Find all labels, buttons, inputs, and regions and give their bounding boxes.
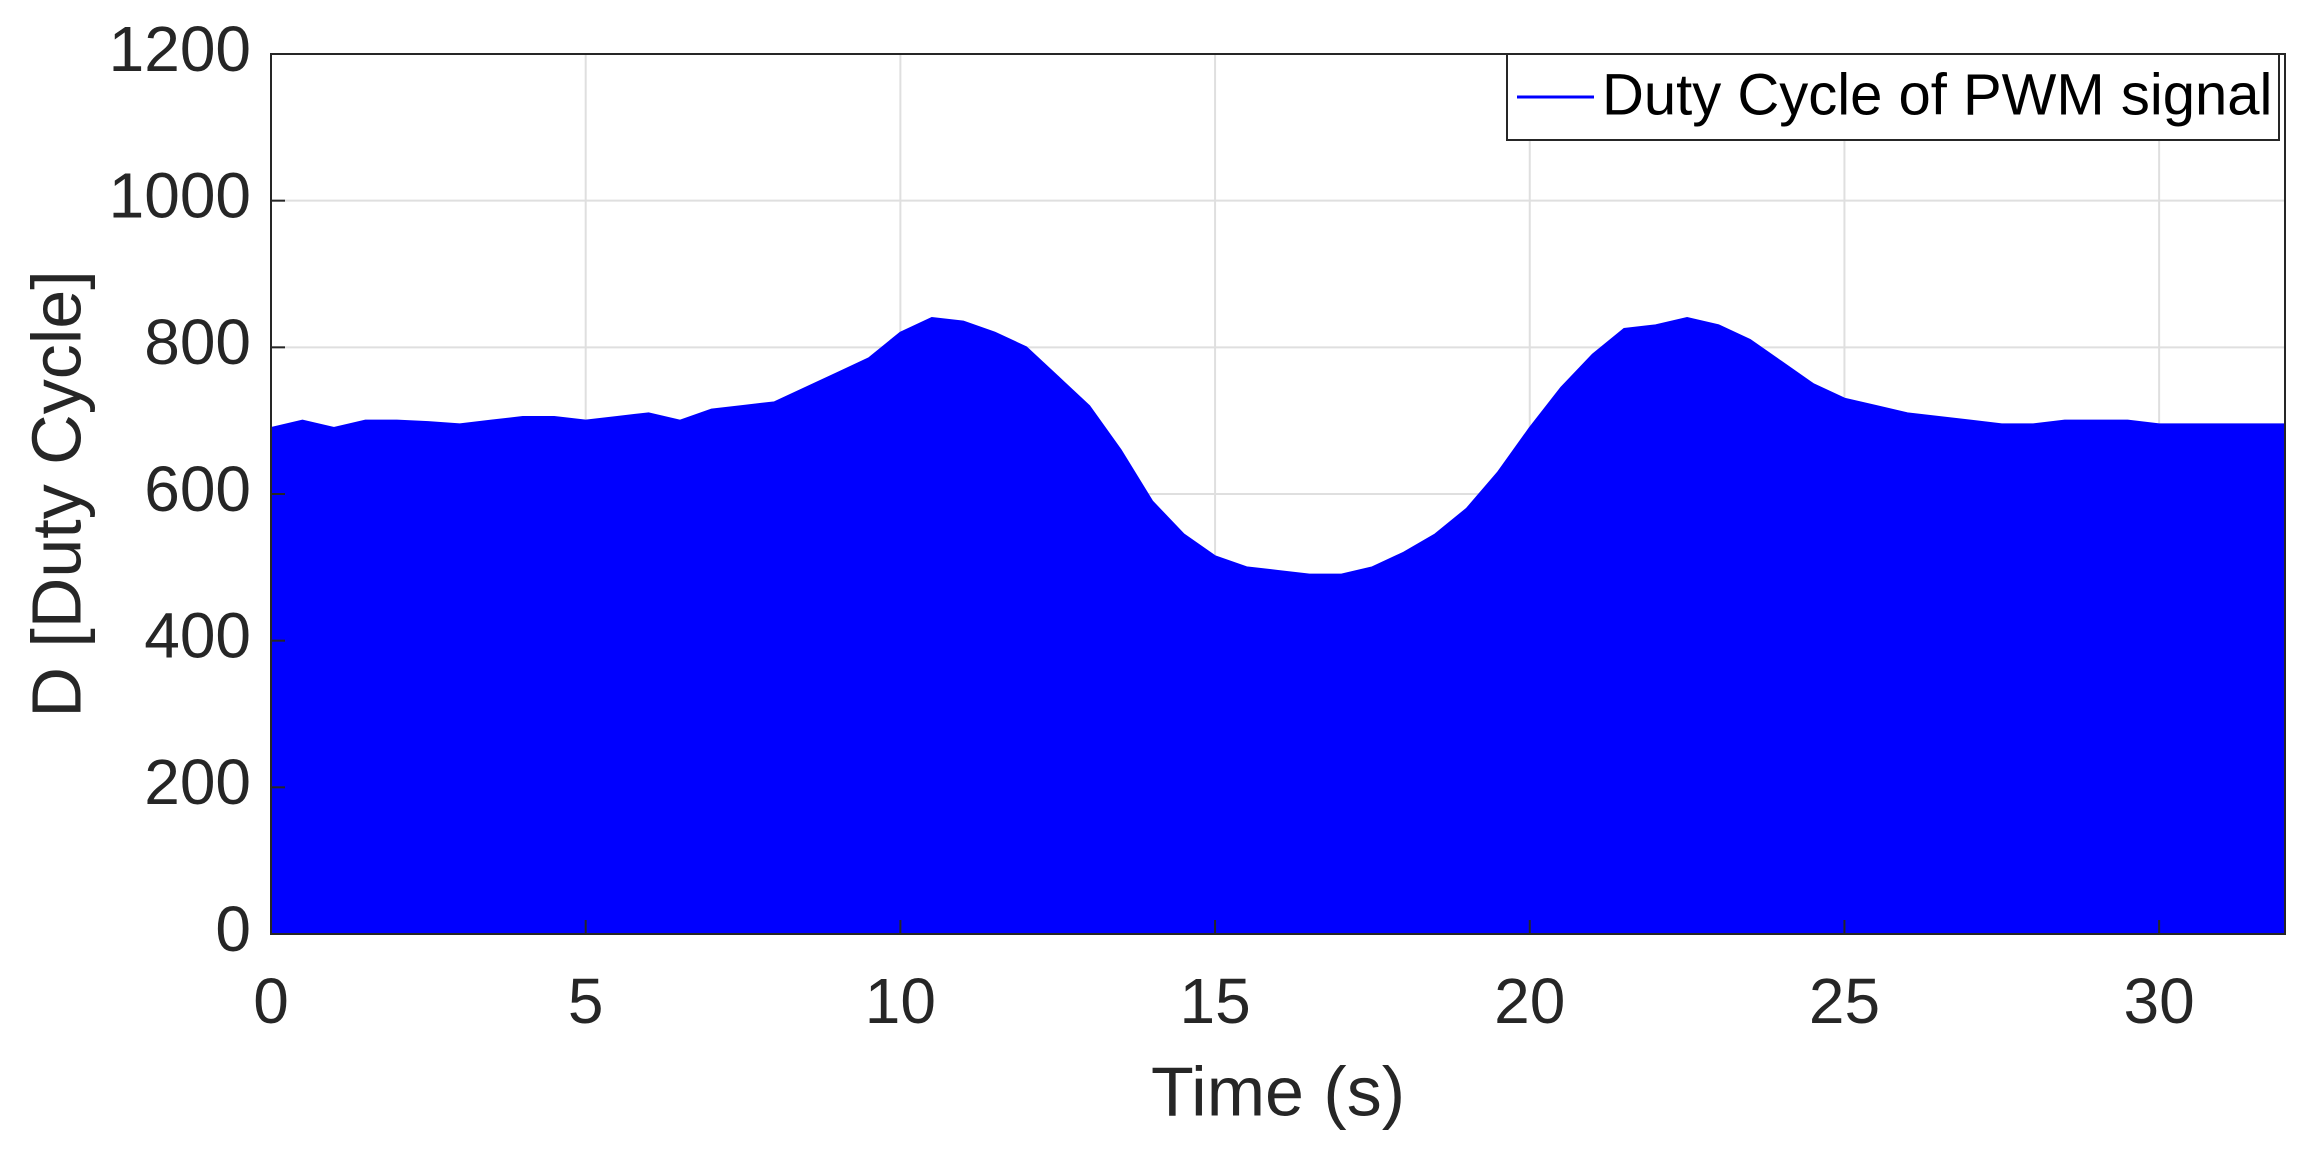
x-tick-label: 30: [2124, 965, 2195, 1037]
area: [270, 316, 2286, 935]
x-axis-title: Time (s): [1151, 1052, 1405, 1130]
x-tick-label: 25: [1809, 965, 1880, 1037]
y-tick-label: 1000: [109, 160, 251, 232]
y-tick-label: 200: [144, 746, 251, 818]
legend: Duty Cycle of PWM signal: [1506, 53, 2280, 141]
y-tick-label: 0: [215, 893, 251, 965]
x-tick-label: 15: [1179, 965, 1250, 1037]
y-tick-label: 400: [144, 600, 251, 672]
x-tick-label: 0: [253, 965, 289, 1037]
y-tick-label: 1200: [109, 13, 251, 85]
legend-box: [1506, 53, 2280, 141]
y-tick-label: 800: [144, 306, 251, 378]
x-tick-label: 10: [865, 965, 936, 1037]
x-tick-label: 5: [568, 965, 604, 1037]
legend-label: Duty Cycle of PWM signal: [1602, 62, 2272, 127]
y-tick-label: 600: [144, 453, 251, 525]
x-tick-label: 20: [1494, 965, 1565, 1037]
y-axis-title: D [Duty Cycle]: [17, 270, 95, 717]
